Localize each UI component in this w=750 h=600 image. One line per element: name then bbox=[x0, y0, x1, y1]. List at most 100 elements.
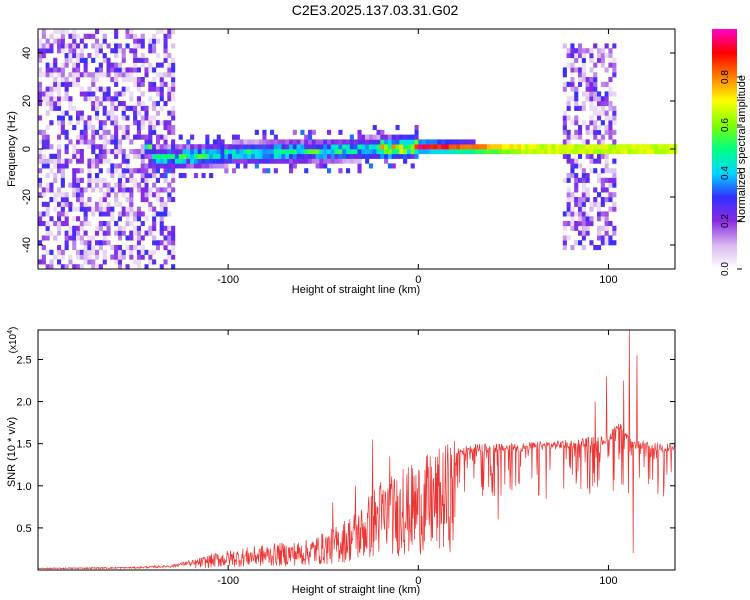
spectrogram-cell bbox=[95, 230, 100, 236]
spectrogram-cell bbox=[604, 67, 609, 73]
spectrogram-cell bbox=[79, 139, 84, 145]
spectrogram-cell bbox=[342, 158, 347, 164]
spectrogram-cell bbox=[353, 144, 358, 150]
spectrogram-cell bbox=[376, 134, 381, 140]
spectrogram-cell bbox=[289, 139, 294, 145]
spectrogram-cell bbox=[604, 115, 609, 121]
spectrogram-cell bbox=[136, 67, 141, 73]
spectrogram-cell bbox=[372, 139, 377, 145]
spectrogram-cell bbox=[353, 153, 358, 159]
spectrogram-cell bbox=[140, 77, 145, 83]
spectrogram-cell bbox=[578, 67, 583, 73]
spectrogram-cell bbox=[41, 134, 46, 140]
spectrogram-cell bbox=[635, 149, 640, 155]
spectrogram-cell bbox=[110, 62, 115, 68]
spectrogram-cell bbox=[604, 230, 609, 236]
spectrogram-cell bbox=[159, 187, 164, 193]
spectrogram-cell bbox=[95, 105, 100, 111]
spectrogram-cell bbox=[167, 163, 172, 169]
spectrogram-cell bbox=[72, 67, 77, 73]
spectrogram-cell bbox=[98, 197, 103, 203]
spectrogram-cell bbox=[597, 230, 602, 236]
spectrogram-cell bbox=[76, 81, 81, 87]
spectrogram-cell bbox=[608, 105, 613, 111]
spectrogram-cell bbox=[593, 125, 598, 131]
spectrogram-cell bbox=[163, 134, 168, 140]
spectrogram-cell bbox=[152, 216, 157, 222]
spectrogram-cell bbox=[578, 81, 583, 87]
spectrogram-cell bbox=[76, 149, 81, 155]
spectrogram-cell bbox=[87, 33, 92, 39]
spectrogram-cell bbox=[543, 144, 548, 150]
y-tick-label: 40 bbox=[21, 47, 33, 59]
spectrogram-cell bbox=[403, 153, 408, 159]
spectrogram-cell bbox=[323, 163, 328, 169]
spectrogram-cell bbox=[357, 134, 362, 140]
spectrogram-cell bbox=[585, 197, 590, 203]
spectrogram-cell bbox=[604, 81, 609, 87]
spectrogram-cell bbox=[277, 158, 282, 164]
spectrogram-cell bbox=[311, 149, 316, 155]
spectrogram-cell bbox=[95, 129, 100, 135]
spectrogram-cell bbox=[600, 197, 605, 203]
spectrogram-cell bbox=[452, 144, 457, 150]
spectrogram-cell bbox=[304, 149, 309, 155]
spectrogram-cell bbox=[566, 62, 571, 68]
spectrogram-cell bbox=[38, 259, 43, 265]
spectrogram-cell bbox=[45, 38, 50, 44]
spectrogram-cell bbox=[597, 57, 602, 63]
spectrogram-cell bbox=[239, 158, 244, 164]
spectrogram-cell bbox=[414, 129, 419, 135]
spectrogram-cell bbox=[159, 149, 164, 155]
spectrogram-cell bbox=[174, 149, 179, 155]
spectrogram-cell bbox=[72, 149, 77, 155]
spectrogram-cell bbox=[254, 158, 259, 164]
spectrogram-cell bbox=[281, 153, 286, 159]
spectrogram-cell bbox=[570, 197, 575, 203]
spectrogram-cell bbox=[125, 153, 130, 159]
spectrogram-cell bbox=[597, 235, 602, 241]
spectrogram-cell bbox=[608, 240, 613, 246]
spectrogram-cell bbox=[209, 144, 214, 150]
spectrogram-cell bbox=[79, 206, 84, 212]
spectrogram-cell bbox=[121, 230, 126, 236]
spectrogram-cell bbox=[95, 72, 100, 78]
spectrogram-cell bbox=[281, 149, 286, 155]
spectrogram-cell bbox=[41, 245, 46, 251]
spectrogram-cell bbox=[57, 216, 62, 222]
spectrogram-cell bbox=[121, 105, 126, 111]
spectrogram-cell bbox=[349, 134, 354, 140]
spectrogram-cell bbox=[110, 101, 115, 107]
spectrogram-cell bbox=[167, 158, 172, 164]
spectrogram-cell bbox=[133, 62, 138, 68]
spectrogram-cell bbox=[60, 110, 65, 116]
spectrogram-cell bbox=[608, 115, 613, 121]
spectrogram-cell bbox=[456, 149, 461, 155]
spectrogram-cell bbox=[171, 144, 176, 150]
spectrogram-cell bbox=[68, 225, 73, 231]
spectrogram-cell bbox=[129, 230, 134, 236]
spectrogram-cell bbox=[125, 67, 130, 73]
spectrogram-cell bbox=[79, 254, 84, 260]
spectrogram-cell bbox=[68, 230, 73, 236]
spectrogram-cell bbox=[60, 249, 65, 255]
spectrogram-cell bbox=[612, 105, 617, 111]
spectrogram-cell bbox=[38, 101, 43, 107]
spectrogram-cell bbox=[330, 158, 335, 164]
spectrogram-cell bbox=[224, 153, 229, 159]
spectrogram-cell bbox=[270, 129, 275, 135]
spectrogram-cell bbox=[581, 235, 586, 241]
spectrogram-cell bbox=[106, 187, 111, 193]
spectrogram-cell bbox=[597, 144, 602, 150]
spectrogram-cell bbox=[212, 158, 217, 164]
spectrogram-cell bbox=[148, 62, 153, 68]
spectrogram-cell bbox=[49, 86, 54, 92]
spectrogram-cell bbox=[68, 259, 73, 265]
spectrogram-cell bbox=[136, 86, 141, 92]
spectrogram-cell bbox=[456, 139, 461, 145]
spectrogram-cell bbox=[159, 134, 164, 140]
spectrogram-cell bbox=[574, 163, 579, 169]
spectrogram-cell bbox=[171, 115, 176, 121]
spectrogram-cell bbox=[45, 125, 50, 131]
spectrogram-cell bbox=[524, 144, 529, 150]
